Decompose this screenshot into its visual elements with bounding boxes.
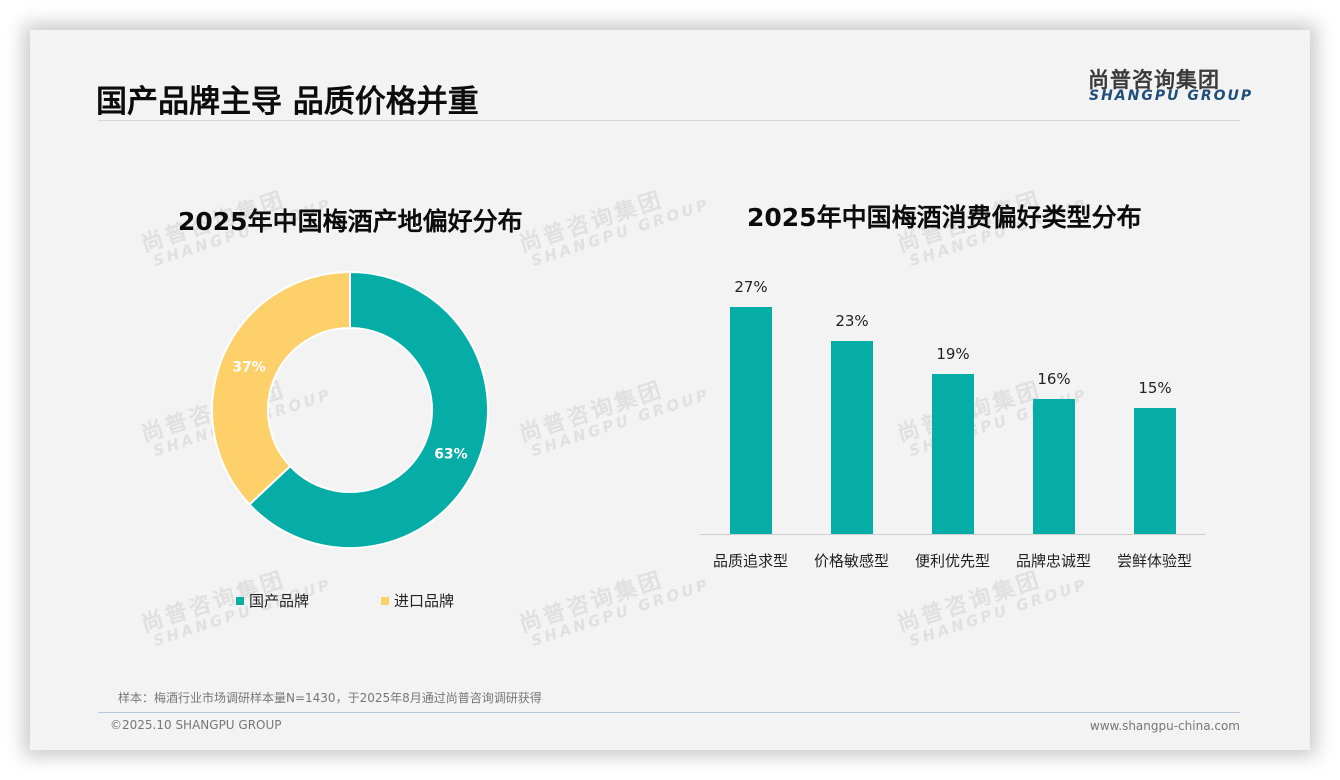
logo-english: SHANGPU GROUP [1089, 88, 1254, 104]
legend-item-domestic: 国产品牌 [236, 590, 309, 611]
x-axis-label: 品质追求型 [712, 552, 788, 570]
bar-fill [1134, 408, 1176, 534]
bar-fill [1033, 399, 1075, 534]
bar-value-label: 23% [835, 312, 869, 330]
bar-value-label: 16% [1037, 370, 1071, 388]
donut-slice-domestic [247, 270, 489, 549]
bar-1: 27% [730, 278, 772, 534]
bar-value-label: 27% [734, 278, 768, 296]
x-axis-label: 尝鲜体验型 [1116, 552, 1192, 570]
bar-4: 16% [1033, 370, 1075, 534]
x-axis-label: 价格敏感型 [813, 552, 889, 570]
bar-chart: 27% 23% 19% 16% 15% [700, 270, 1205, 534]
donut-chart: 63% 37% [211, 270, 489, 549]
x-axis-label: 品牌忠诚型 [1015, 552, 1091, 570]
donut-slice-label: 63% [434, 447, 468, 463]
page-title: 国产品牌主导 品质价格并重 [96, 84, 479, 120]
logo-chinese: 尚普咨询集团 [1088, 68, 1220, 92]
x-axis-label: 便利优先型 [914, 552, 990, 570]
bar-value-label: 19% [936, 345, 970, 363]
copyright: ©2025.10 SHANGPU GROUP [110, 718, 282, 732]
title-divider [98, 120, 1240, 121]
legend-swatch-yellow [381, 596, 389, 605]
bar-5: 15% [1134, 379, 1176, 534]
legend-item-imported: 进口品牌 [381, 590, 454, 611]
bar-3: 19% [932, 345, 974, 534]
donut-slice-label: 37% [232, 359, 266, 375]
bar-fill [831, 341, 873, 534]
bar-chart-title: 2025年中国梅酒消费偏好类型分布 [747, 203, 1142, 232]
website-link[interactable]: www.shangpu-china.com [1089, 719, 1240, 733]
legend-label: 进口品牌 [394, 592, 455, 610]
bar-fill [730, 307, 772, 534]
bar-2: 23% [831, 312, 873, 534]
donut-chart-title: 2025年中国梅酒产地偏好分布 [178, 207, 523, 236]
bar-fill [932, 374, 974, 534]
legend-swatch-teal [236, 596, 244, 605]
x-axis-line [700, 534, 1205, 535]
donut-slice-imported [211, 270, 351, 506]
bar-value-label: 15% [1138, 379, 1172, 397]
footer-divider [98, 712, 1240, 713]
slide: 尚普咨询集团 SHANGPU GROUP 尚普咨询集团 SHANGPU GROUP … [30, 30, 1310, 750]
legend-label: 国产品牌 [249, 592, 310, 610]
source-note: 样本：梅酒行业市场调研样本量N=1430，于2025年8月通过尚普咨询调研获得 [118, 691, 542, 705]
